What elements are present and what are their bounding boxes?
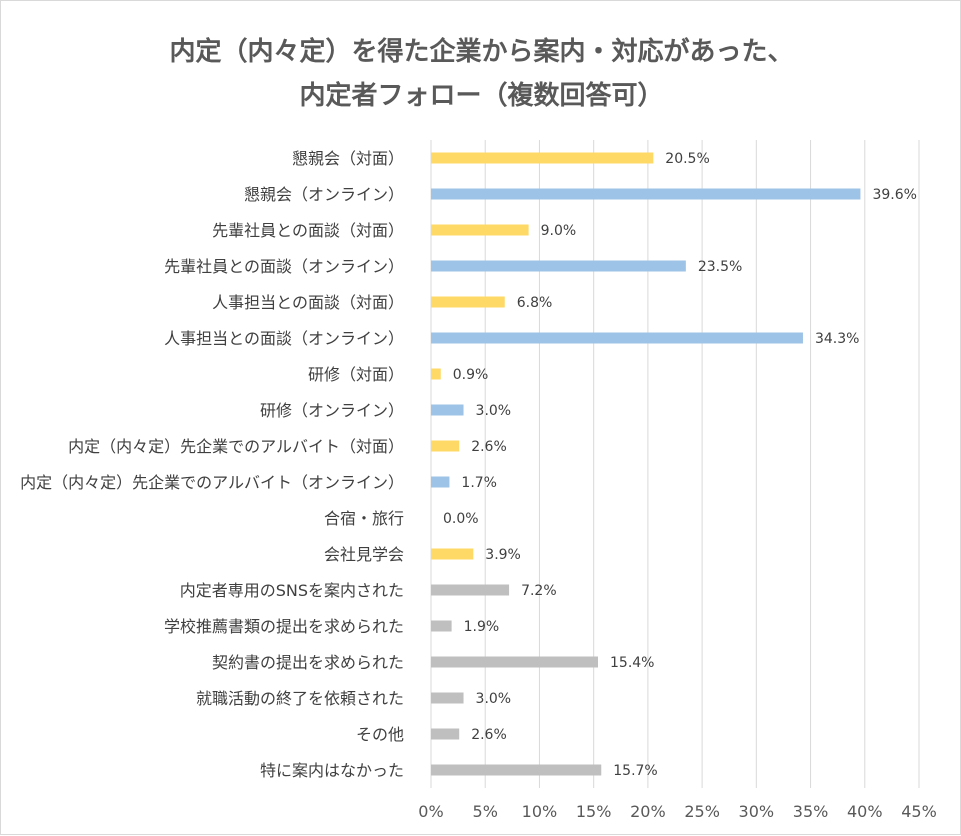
category-label: 先輩社員との面談（対面）	[212, 221, 404, 240]
x-tick-label: 0%	[418, 802, 443, 821]
category-label: 人事担当との面談（対面）	[212, 293, 404, 312]
bar	[431, 620, 452, 632]
bar	[431, 152, 654, 164]
chart-title-line-1: 内定（内々定）を得た企業から案内・対応があった、	[169, 37, 794, 67]
category-label: その他	[356, 725, 404, 744]
category-label: 合宿・旅行	[324, 509, 404, 528]
category-label: 研修（オンライン）	[260, 401, 404, 420]
data-label: 2.6%	[471, 439, 507, 455]
data-label: 0.0%	[443, 511, 479, 527]
x-tick-label: 30%	[739, 802, 775, 821]
bar	[431, 764, 602, 776]
category-label: 内定者専用のSNSを案内された	[180, 581, 404, 600]
category-label: 就職活動の終了を依頼された	[196, 689, 404, 708]
category-label: 特に案内はなかった	[260, 761, 404, 780]
data-label: 1.7%	[461, 475, 497, 491]
category-label: 懇親会（オンライン）	[244, 185, 404, 204]
category-label: 懇親会（対面）	[292, 149, 404, 168]
data-label: 15.4%	[610, 655, 654, 671]
category-label: 先輩社員との面談（オンライン）	[164, 257, 404, 276]
data-label: 39.6%	[872, 187, 916, 203]
data-label: 34.3%	[815, 331, 859, 347]
data-label: 2.6%	[471, 727, 507, 743]
category-label: 人事担当との面談（オンライン）	[164, 329, 404, 348]
x-tick-label: 20%	[630, 802, 666, 821]
x-tick-label: 10%	[522, 802, 558, 821]
category-label: 内定（内々定）先企業でのアルバイト（対面）	[68, 437, 404, 456]
bar	[431, 332, 803, 344]
bar	[431, 404, 464, 416]
data-label: 1.9%	[464, 619, 500, 635]
bar	[431, 584, 510, 596]
bar	[431, 224, 529, 236]
data-label: 0.9%	[453, 367, 489, 383]
data-label: 23.5%	[698, 259, 742, 275]
bar	[431, 548, 474, 560]
category-label: 契約書の提出を求められた	[212, 653, 404, 672]
category-label: 会社見学会	[324, 545, 404, 564]
category-label: 学校推薦書類の提出を求められた	[164, 617, 404, 636]
bar	[431, 368, 441, 380]
x-tick-label: 15%	[576, 802, 612, 821]
x-tick-label: 45%	[901, 802, 937, 821]
bar	[431, 188, 861, 200]
category-label: 研修（対面）	[308, 365, 404, 384]
data-label: 3.9%	[485, 547, 521, 563]
data-label: 20.5%	[665, 151, 709, 167]
bar	[431, 296, 505, 308]
chart-title-line-2: 内定者フォロー（複数回答可）	[299, 81, 664, 111]
data-label: 7.2%	[521, 583, 557, 599]
data-label: 15.7%	[613, 763, 657, 779]
bar	[431, 656, 599, 668]
bar	[431, 692, 464, 704]
bar	[431, 440, 460, 452]
x-tick-label: 40%	[847, 802, 883, 821]
bar	[431, 476, 450, 488]
data-label: 3.0%	[476, 691, 512, 707]
bar	[431, 728, 460, 740]
x-tick-label: 25%	[684, 802, 720, 821]
data-label: 6.8%	[517, 295, 553, 311]
category-label: 内定（内々定）先企業でのアルバイト（オンライン）	[20, 473, 404, 492]
x-tick-label: 35%	[793, 802, 829, 821]
data-label: 9.0%	[541, 223, 577, 239]
data-label: 3.0%	[476, 403, 512, 419]
bar	[431, 260, 686, 272]
x-tick-label: 5%	[473, 802, 498, 821]
